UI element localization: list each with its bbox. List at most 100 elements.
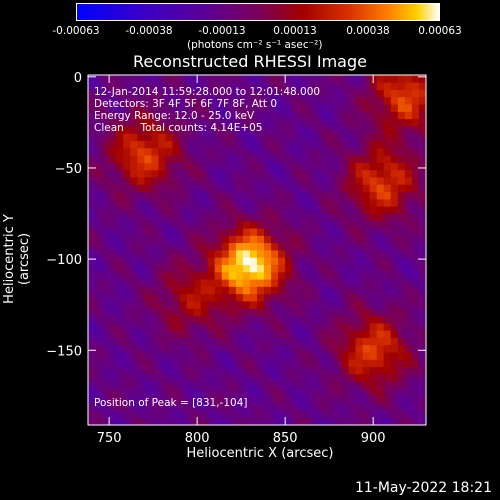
heatmap-cell xyxy=(369,89,378,98)
heatmap-cell xyxy=(397,235,406,244)
heatmap-cell xyxy=(165,293,173,302)
heatmap-cell xyxy=(116,301,124,309)
heatmap-cell xyxy=(348,96,356,105)
heatmap-cell xyxy=(390,118,399,127)
heatmap-cell xyxy=(418,242,426,251)
heatmap-cell xyxy=(200,118,209,127)
heatmap-cell xyxy=(348,395,356,404)
heatmap-cell xyxy=(313,184,321,193)
heatmap-cell xyxy=(249,359,258,368)
heatmap-cell xyxy=(242,410,251,419)
heatmap-cell xyxy=(130,344,138,353)
heatmap-cell xyxy=(299,96,307,105)
heatmap-cell xyxy=(264,177,272,185)
heatmap-cell xyxy=(88,322,96,331)
heatmap-cell xyxy=(257,133,265,142)
heatmap-cell xyxy=(242,403,251,411)
heatmap-cell xyxy=(109,82,117,90)
heatmap-cell xyxy=(334,352,342,360)
heatmap-cell xyxy=(369,126,378,134)
heatmap-cell xyxy=(264,301,272,309)
heatmap-cell xyxy=(102,89,110,98)
heatmap-cell xyxy=(264,242,272,251)
heatmap-cell xyxy=(299,126,307,134)
heatmap-cell xyxy=(186,198,195,207)
heatmap-cell xyxy=(158,271,166,280)
heatmap-cell xyxy=(334,242,342,251)
heatmap-cell xyxy=(418,75,426,83)
heatmap-cell xyxy=(376,250,385,258)
heatmap-cell xyxy=(137,388,145,397)
heatmap-cell xyxy=(228,315,237,324)
heatmap-cell xyxy=(95,75,103,83)
heatmap-cell xyxy=(355,308,364,317)
heatmap-cell xyxy=(369,279,378,287)
heatmap-cell xyxy=(299,147,307,156)
heatmap-cell xyxy=(249,89,258,98)
heatmap-cell xyxy=(348,213,356,222)
heatmap-cell xyxy=(418,388,426,397)
heatmap-cell xyxy=(137,82,145,90)
heatmap-cell xyxy=(102,293,110,302)
heatmap-cell xyxy=(207,155,216,163)
heatmap-cell xyxy=(95,155,103,163)
heatmap-cell xyxy=(355,228,364,236)
heatmap-cell xyxy=(214,417,223,425)
heatmap-cell xyxy=(228,344,237,353)
heatmap-cell xyxy=(116,242,124,251)
heatmap-cell xyxy=(214,111,223,120)
heatmap-cell xyxy=(158,220,166,229)
heatmap-cell xyxy=(102,184,110,193)
heatmap-cell xyxy=(320,140,328,149)
heatmap-cell xyxy=(285,140,293,149)
heatmap-cell xyxy=(214,228,223,236)
heatmap-cell xyxy=(137,111,145,120)
heatmap-cell xyxy=(179,352,187,360)
heatmap-cell xyxy=(214,264,223,273)
heatmap-cell xyxy=(130,257,138,265)
heatmap-cell xyxy=(369,118,378,127)
heatmap-cell xyxy=(341,75,349,83)
heatmap-cell xyxy=(348,381,356,389)
heatmap-cell xyxy=(355,271,364,280)
heatmap-cell xyxy=(285,395,293,404)
heatmap-cell xyxy=(390,177,399,185)
heatmap-cell xyxy=(362,315,371,324)
heatmap-cell xyxy=(418,184,426,193)
heatmap-cell xyxy=(88,147,96,156)
heatmap-cell xyxy=(207,140,216,149)
heatmap-cell xyxy=(130,308,138,317)
heatmap-cell xyxy=(123,352,131,360)
heatmap-cell xyxy=(200,75,209,83)
heatmap-cell xyxy=(242,75,251,83)
heatmap-cell xyxy=(102,206,110,214)
tick-label: −50 xyxy=(55,162,82,177)
heatmap-cell xyxy=(271,344,279,353)
heatmap-cell xyxy=(144,417,152,425)
heatmap-cell xyxy=(327,184,335,193)
heatmap-cell xyxy=(299,82,307,90)
heatmap-cell xyxy=(179,301,187,309)
heatmap-cell xyxy=(158,403,166,411)
heatmap-cell xyxy=(334,133,342,142)
heatmap-cell xyxy=(411,206,420,214)
heatmap-cell xyxy=(158,155,166,163)
heatmap-cell xyxy=(109,184,117,193)
heatmap-cell xyxy=(418,410,426,419)
heatmap-cell xyxy=(214,337,223,346)
heatmap-cell xyxy=(151,250,159,258)
heatmap-cell xyxy=(235,293,244,302)
heatmap-cell xyxy=(144,322,152,331)
heatmap-cell xyxy=(306,373,314,382)
heatmap-cell xyxy=(348,344,356,353)
heatmap-cell xyxy=(186,322,195,331)
heatmap-cell xyxy=(348,271,356,280)
heatmap-cell xyxy=(362,147,371,156)
heatmap-cell xyxy=(397,111,406,120)
heatmap-cell xyxy=(397,198,406,207)
heatmap-cell xyxy=(88,381,96,389)
heatmap-cell xyxy=(116,96,124,105)
heatmap-cell xyxy=(334,184,342,193)
heatmap-cell xyxy=(369,184,378,193)
heatmap-cell xyxy=(390,242,399,251)
